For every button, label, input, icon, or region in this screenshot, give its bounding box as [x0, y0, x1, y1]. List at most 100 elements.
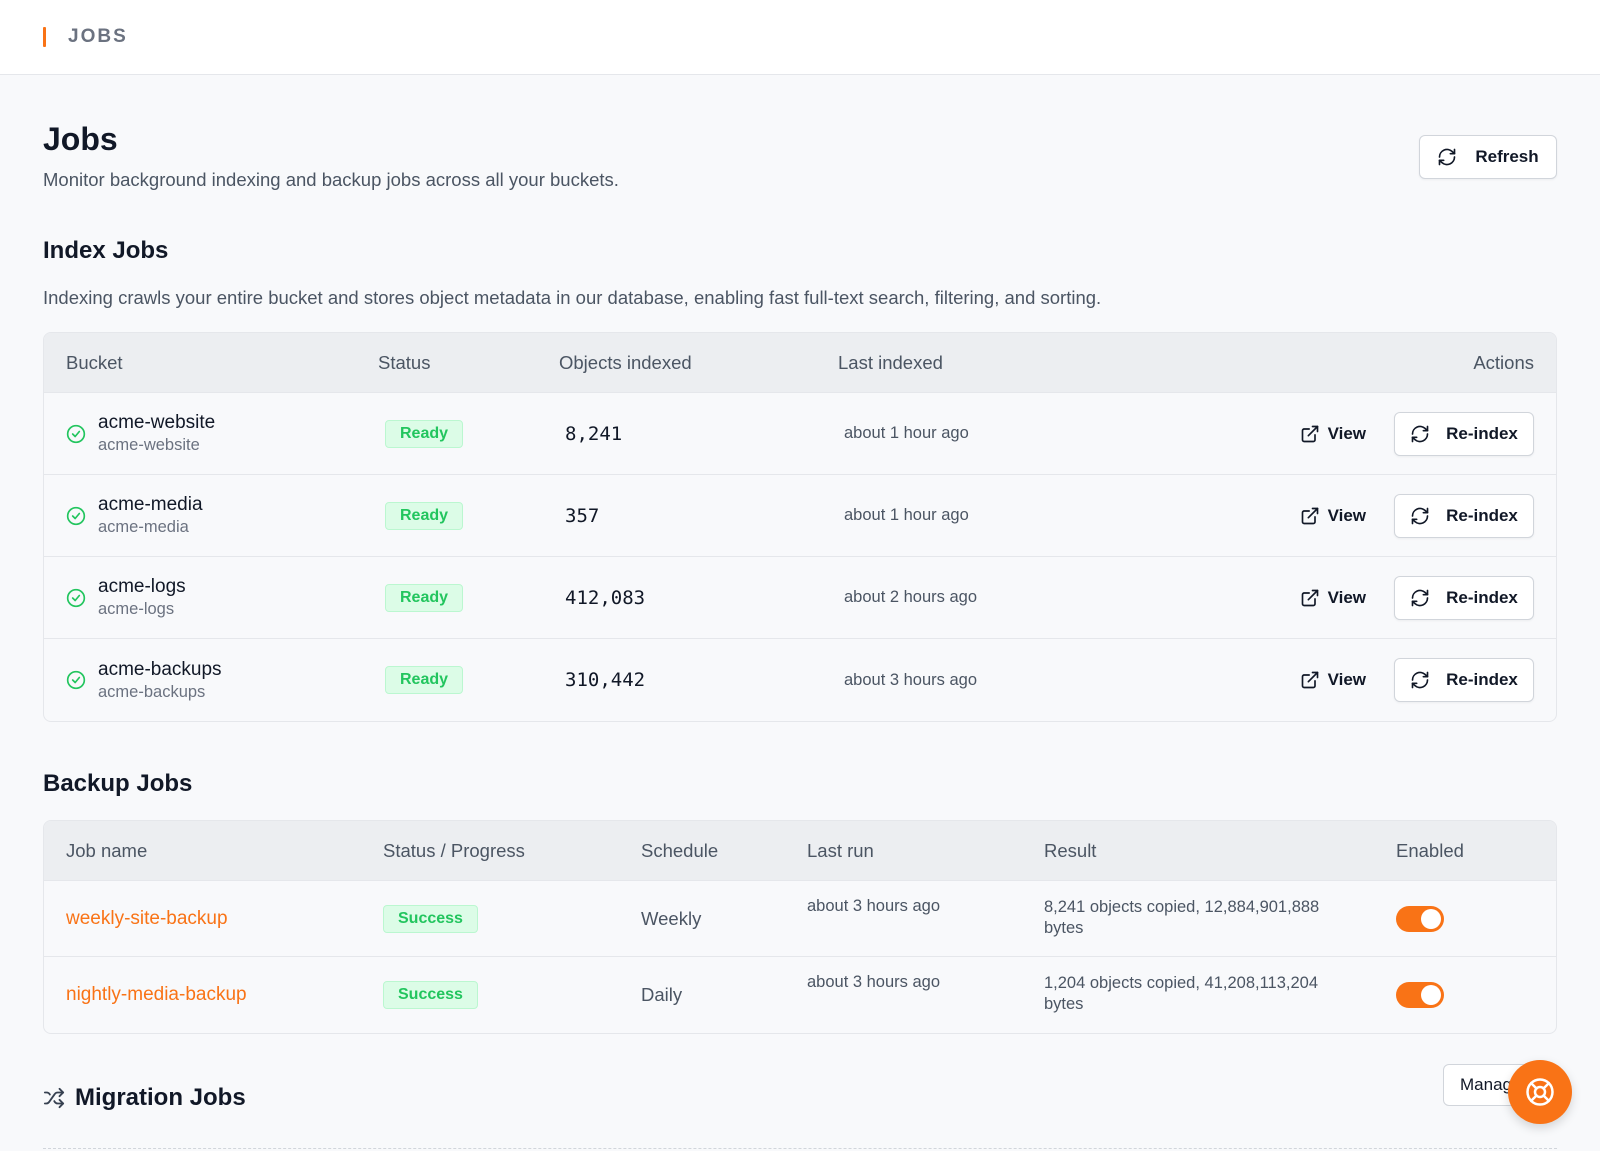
reindex-button[interactable]: Re-index — [1394, 658, 1534, 702]
external-link-icon — [1300, 506, 1320, 526]
status-badge: Ready — [385, 583, 464, 612]
job-name-link[interactable]: nightly-media-backup — [66, 984, 247, 1005]
last-run: about 3 hours ago — [807, 897, 941, 915]
migration-jobs-title: Migration Jobs — [75, 1084, 246, 1111]
objects-indexed: 8,241 — [565, 422, 623, 445]
top-bar: JOBS — [0, 0, 1600, 75]
objects-indexed: 412,083 — [565, 586, 646, 609]
migration-jobs-header: Migration Jobs Manage — [43, 1064, 1557, 1112]
refresh-icon — [1439, 148, 1456, 166]
table-header: Bucket Status Objects indexed Last index… — [44, 333, 1556, 393]
last-indexed: about 1 hour ago — [844, 424, 969, 442]
index-jobs-title: Index Jobs — [43, 237, 169, 264]
refresh-icon — [1410, 670, 1430, 690]
view-link[interactable]: View — [1300, 506, 1366, 526]
view-link[interactable]: View — [1300, 588, 1366, 608]
backup-jobs-table: Job name Status / Progress Schedule Last… — [43, 820, 1557, 1034]
bucket-cell: acme-backups acme-backups — [66, 659, 222, 702]
col-status: Status — [378, 351, 431, 373]
table-row: acme-website acme-website Ready 8,241 ab… — [44, 393, 1556, 475]
status-badge: Success — [383, 981, 478, 1009]
reindex-label: Re-index — [1446, 505, 1518, 525]
table-row: acme-backups acme-backups Ready 310,442 … — [44, 639, 1556, 721]
bucket-id: acme-website — [98, 436, 200, 454]
view-label: View — [1327, 587, 1366, 607]
last-indexed: about 2 hours ago — [844, 588, 978, 606]
result: 1,204 objects copied, 41,208,113,204 byt… — [1044, 974, 1318, 1013]
external-link-icon — [1300, 424, 1320, 444]
backup-jobs-title: Backup Jobs — [43, 770, 193, 797]
main-content: Jobs Monitor background indexing and bac… — [0, 75, 1600, 1112]
shuffle-icon — [43, 1087, 65, 1109]
col-schedule: Schedule — [641, 839, 719, 861]
refresh-label: Refresh — [1475, 147, 1539, 166]
table-row: acme-logs acme-logs Ready 412,083 about … — [44, 557, 1556, 639]
col-result: Result — [1044, 839, 1097, 861]
bucket-names: acme-website acme-website — [98, 412, 215, 455]
status-badge: Ready — [385, 501, 464, 530]
help-fab-button[interactable] — [1508, 1060, 1572, 1124]
view-link[interactable]: View — [1300, 670, 1366, 690]
bucket-name: acme-media — [98, 494, 203, 515]
col-job-name: Job name — [66, 839, 148, 861]
col-bucket: Bucket — [66, 351, 123, 373]
col-objects: Objects indexed — [559, 351, 692, 373]
bucket-cell: acme-logs acme-logs — [66, 576, 186, 619]
job-name-link[interactable]: weekly-site-backup — [66, 907, 228, 929]
objects-indexed: 310,442 — [565, 669, 646, 691]
page-header: Jobs Monitor background indexing and bac… — [43, 75, 1557, 191]
refresh-icon — [1410, 424, 1430, 444]
reindex-label: Re-index — [1446, 423, 1518, 443]
view-link[interactable]: View — [1300, 424, 1366, 444]
manage-label: Manage — [1460, 1075, 1522, 1094]
reindex-button[interactable]: Re-index — [1394, 575, 1534, 620]
last-run: about 3 hours ago — [807, 973, 941, 991]
col-last-indexed: Last indexed — [838, 351, 943, 373]
bucket-id: acme-media — [98, 518, 189, 536]
bucket-cell: acme-media acme-media — [66, 494, 203, 537]
toggle-knob — [1421, 908, 1441, 929]
view-label: View — [1327, 670, 1366, 689]
last-indexed: about 3 hours ago — [844, 670, 978, 689]
view-label: View — [1327, 423, 1366, 443]
table-row: acme-media acme-media Ready 357 about 1 … — [44, 475, 1556, 557]
col-enabled: Enabled — [1396, 839, 1464, 861]
view-label: View — [1327, 505, 1366, 525]
index-jobs-description: Indexing crawls your entire bucket and s… — [43, 287, 1102, 308]
check-circle-icon — [66, 424, 86, 444]
col-actions: Actions — [1473, 351, 1534, 373]
refresh-icon — [1410, 588, 1430, 608]
status-badge: Success — [383, 904, 478, 933]
status-badge: Ready — [385, 419, 464, 448]
table-row: weekly-site-backup Success Weekly about … — [44, 881, 1556, 957]
check-circle-icon — [66, 588, 86, 608]
table-row: nightly-media-backup Success Daily about… — [44, 957, 1556, 1033]
migration-section-divider — [43, 1148, 1557, 1149]
page-subtitle: Monitor background indexing and backup j… — [43, 169, 619, 190]
bucket-id: acme-logs — [98, 600, 175, 618]
enabled-toggle[interactable] — [1396, 982, 1444, 1008]
reindex-label: Re-index — [1446, 670, 1518, 689]
result: 8,241 objects copied, 12,884,901,888 byt… — [1044, 898, 1320, 937]
schedule: Weekly — [641, 907, 702, 929]
breadcrumb: JOBS — [68, 26, 128, 47]
col-status-progress: Status / Progress — [383, 839, 525, 861]
reindex-button[interactable]: Re-index — [1394, 411, 1534, 456]
external-link-icon — [1300, 670, 1320, 690]
enabled-toggle[interactable] — [1396, 905, 1444, 932]
external-link-icon — [1300, 588, 1320, 608]
index-jobs-table: Bucket Status Objects indexed Last index… — [43, 332, 1557, 722]
refresh-button[interactable]: Refresh — [1419, 135, 1557, 179]
bucket-name: acme-website — [98, 412, 216, 433]
bucket-names: acme-backups acme-backups — [98, 659, 222, 702]
table-header: Job name Status / Progress Schedule Last… — [44, 821, 1556, 881]
bucket-name: acme-logs — [98, 576, 186, 597]
bucket-name: acme-backups — [98, 658, 222, 680]
bucket-cell: acme-website acme-website — [66, 412, 215, 455]
col-last-run: Last run — [807, 839, 874, 861]
check-circle-icon — [66, 506, 86, 526]
bucket-id: acme-backups — [98, 682, 206, 701]
reindex-button[interactable]: Re-index — [1394, 493, 1534, 538]
reindex-label: Re-index — [1446, 587, 1518, 607]
breadcrumb-accent — [43, 27, 46, 47]
